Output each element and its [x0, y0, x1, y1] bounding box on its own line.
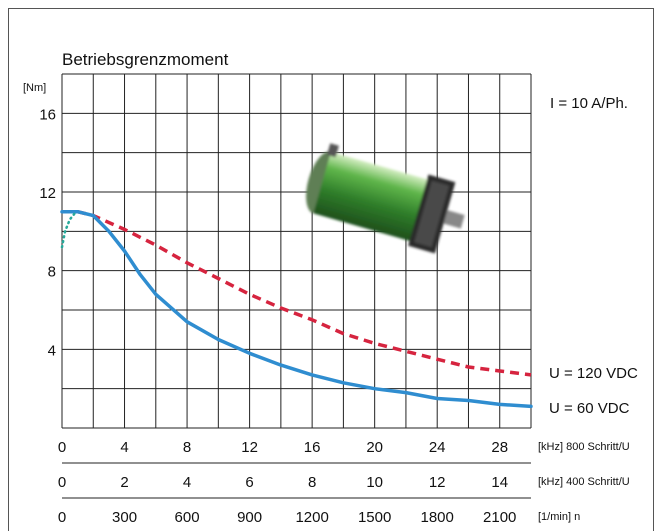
y-tick-label: 16: [39, 106, 56, 123]
x-tick-label: 0: [58, 439, 66, 456]
x-tick-label: 900: [237, 509, 262, 526]
x-tick-label: 600: [175, 509, 200, 526]
chart-title: Betriebsgrenzmoment: [62, 50, 229, 69]
x-tick-label: 4: [120, 439, 128, 456]
motor-image: [306, 143, 465, 254]
x-axis-label: [kHz] 400 Schritt/U: [538, 476, 630, 488]
x-tick-label: 10: [366, 474, 383, 491]
x-tick-label: 1500: [358, 509, 391, 526]
legend-u120: U = 120 VDC: [549, 365, 638, 382]
x-tick-label: 24: [429, 439, 446, 456]
x-tick-label: 14: [491, 474, 508, 491]
x-tick-label: 1800: [421, 509, 454, 526]
x-tick-label: 28: [491, 439, 508, 456]
y-axis-unit: [Nm]: [23, 82, 47, 94]
x-tick-label: 6: [245, 474, 253, 491]
series-line-2: [60, 210, 78, 249]
x-tick-label: 0: [58, 474, 66, 491]
x-tick-label: 300: [112, 509, 137, 526]
x-tick-label: 1200: [295, 509, 328, 526]
x-tick-label: 20: [366, 439, 383, 456]
y-tick-label: 4: [48, 342, 56, 359]
x-tick-label: 8: [183, 439, 191, 456]
x-tick-label: 0: [58, 509, 66, 526]
series-line-1: [60, 209, 533, 409]
chart-frame: [8, 8, 654, 531]
series-line-0: [62, 209, 532, 377]
current-annotation: I = 10 A/Ph.: [550, 95, 628, 112]
x-axis-label: [kHz] 800 Schritt/U: [538, 441, 630, 453]
x-tick-label: 12: [241, 439, 258, 456]
legend-u60: U = 60 VDC: [549, 400, 630, 417]
y-tick-label: 8: [48, 264, 56, 281]
y-tick-label: 12: [39, 185, 56, 202]
x-tick-label: 8: [308, 474, 316, 491]
x-tick-label: 12: [429, 474, 446, 491]
curves: [60, 209, 533, 409]
x-axis-label: [1/min] n: [538, 511, 580, 523]
x-tick-label: 4: [183, 474, 191, 491]
x-tick-label: 2100: [483, 509, 516, 526]
x-tick-label: 16: [304, 439, 321, 456]
x-tick-label: 2: [120, 474, 128, 491]
grid: [61, 73, 532, 429]
